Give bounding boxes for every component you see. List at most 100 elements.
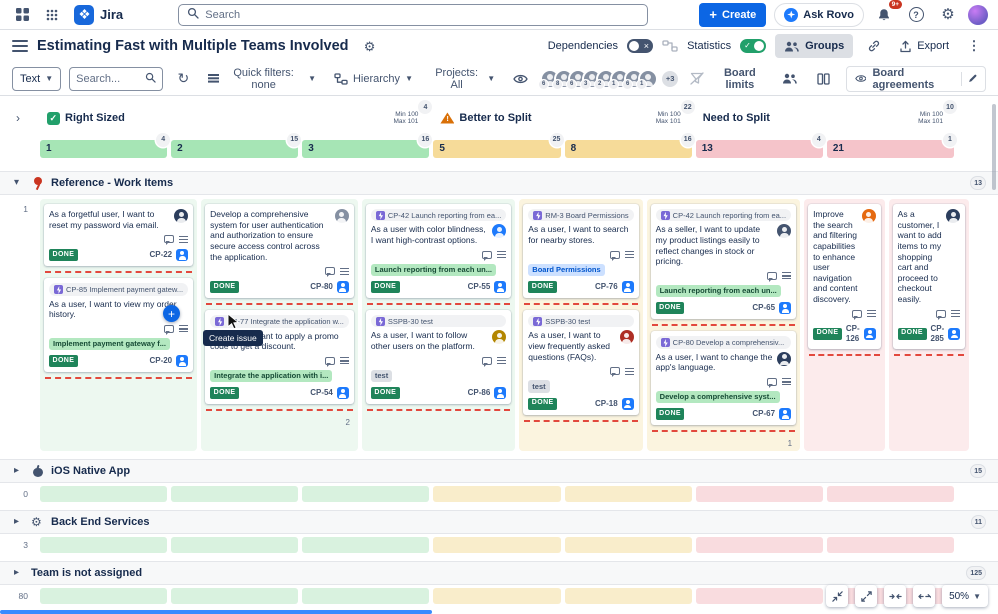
parent-link-chip[interactable]: CP-42 Launch reporting from ea... (370, 209, 507, 222)
issue-card[interactable]: CP-85 Implement payment gatew... As a us… (44, 278, 194, 380)
parent-link-chip[interactable]: CP-77 Integrate the application w... (210, 315, 349, 328)
issue-card[interactable]: CP-42 Launch reporting from ea... As a u… (365, 204, 512, 305)
expand-lanes-icon[interactable] (855, 585, 878, 607)
issue-card[interactable]: Improve the search and filtering capabil… (808, 204, 881, 356)
issue-card[interactable]: Develop a comprehensive system for user … (205, 204, 354, 306)
assignee-avatar[interactable] (619, 330, 634, 345)
assignee-avatar[interactable] (492, 330, 507, 345)
eye-icon[interactable] (508, 67, 532, 91)
board-columns-icon[interactable] (812, 67, 836, 91)
epic-label-chip[interactable]: Board Permissions (528, 263, 605, 276)
app-switcher-icon[interactable] (10, 3, 34, 27)
lane-header[interactable]: Team is not assigned 125 (0, 561, 998, 586)
assignee-avatar[interactable] (174, 209, 189, 223)
issue-key[interactable]: CP-54 (310, 388, 333, 398)
lane-chevron-icon[interactable] (14, 178, 24, 188)
board-settings-icon[interactable]: ⚙ (358, 34, 382, 58)
issue-key[interactable]: CP-55 (467, 282, 491, 291)
issue-card[interactable]: CP-42 Launch reporting from ea... As a s… (650, 204, 797, 327)
issue-card[interactable]: RM-3 Board Permissions As a user, I want… (523, 204, 639, 305)
global-search[interactable] (178, 3, 649, 26)
jira-logo[interactable]: Jira (70, 4, 127, 25)
assignee-avatar[interactable] (777, 224, 792, 239)
parent-link-chip[interactable]: SSPB-30 test (370, 315, 507, 328)
issue-card[interactable]: SSPB-30 test As a user, I want to view f… (523, 310, 639, 422)
quick-filters-button[interactable]: Quick filters: none ▼ (203, 67, 321, 91)
apps-grid-icon[interactable] (40, 3, 64, 27)
help-button[interactable]: ? (904, 3, 928, 27)
collapse-columns-icon[interactable] (884, 585, 907, 607)
teams-icon[interactable] (778, 67, 802, 91)
lane-header[interactable]: Reference - Work Items 13 (0, 171, 998, 195)
lane-header[interactable]: Back End Services 11 (0, 510, 998, 535)
issue-key[interactable]: CP-22 (149, 250, 173, 260)
horizontal-scrollbar[interactable] (0, 610, 432, 614)
epic-label-chip[interactable]: Launch reporting from each un... (655, 284, 781, 298)
statistics-toggle[interactable] (740, 39, 767, 53)
text-filter-select[interactable]: Text ▼ (12, 66, 62, 91)
estimate-column-header[interactable]: 8 16 (564, 133, 695, 158)
assignee-avatar[interactable] (946, 209, 961, 223)
estimate-column-header[interactable]: 1 4 (40, 133, 171, 158)
projects-button[interactable]: Projects: All ▼ (426, 67, 500, 91)
issue-card[interactable]: As a customer, I want to add items to my… (892, 204, 966, 356)
groups-button[interactable]: Groups (775, 34, 854, 58)
ask-rovo-button[interactable]: Ask Rovo (774, 2, 864, 27)
settings-gear-icon[interactable]: ⚙ (936, 3, 960, 27)
collapse-all-icon[interactable]: › (16, 111, 20, 125)
issue-key[interactable]: CP-76 (594, 282, 618, 291)
parent-link-chip[interactable]: RM-3 Board Permissions (528, 209, 634, 222)
assignee-avatar[interactable] (777, 351, 792, 366)
issue-key[interactable]: CP-80 (310, 282, 333, 292)
lane-header[interactable]: iOS Native App 15 (0, 459, 998, 484)
parent-link-chip[interactable]: CP-80 Develop a comprehensiv... (655, 336, 792, 349)
epic-label-chip[interactable]: Integrate the application with i... (210, 369, 333, 383)
estimate-column-header[interactable]: 13 4 (695, 133, 826, 158)
issue-key[interactable]: CP-126 (845, 323, 860, 343)
notifications-button[interactable]: 9+ (872, 0, 902, 27)
epic-label-chip[interactable]: test (528, 380, 550, 393)
expand-columns-icon[interactable] (913, 585, 936, 607)
avatars-overflow-badge[interactable]: +3 (660, 68, 681, 89)
column-group-header[interactable]: Need to Split Min 100 Max 101 10 (696, 100, 957, 130)
board-search-input[interactable] (76, 72, 146, 85)
epic-label-chip[interactable]: Develop a comprehensive syst... (655, 390, 780, 404)
global-search-input[interactable] (205, 8, 640, 21)
hierarchy-button[interactable]: Hierarchy ▼ (329, 67, 418, 91)
edit-pencil-icon[interactable] (968, 73, 977, 84)
lane-chevron-icon[interactable] (14, 466, 24, 476)
create-issue-button[interactable]: + (163, 305, 180, 322)
issue-key[interactable]: CP-86 (467, 388, 491, 397)
epic-label-chip[interactable]: Implement payment gateway f... (49, 337, 170, 351)
filter-avatar[interactable]: 1 (636, 68, 659, 90)
more-menu-icon[interactable]: ⋮ (962, 34, 986, 58)
issue-card[interactable]: CP-80 Develop a comprehensiv... As a use… (650, 331, 797, 433)
refresh-icon[interactable]: ↻ (171, 67, 195, 91)
column-group-header[interactable]: Better to Split Min 100 Max 101 22 (433, 100, 695, 130)
issue-key[interactable]: CP-67 (752, 409, 776, 419)
user-avatar[interactable] (968, 4, 988, 25)
lane-chevron-icon[interactable] (14, 517, 24, 527)
column-group-header[interactable]: Right Sized Min 100 Max 101 4 (40, 100, 433, 130)
assignee-avatar[interactable] (861, 209, 876, 223)
issue-key[interactable]: CP-285 (930, 323, 945, 343)
assignee-avatar[interactable] (492, 224, 507, 239)
board-agreements-button[interactable]: Board agreements (845, 65, 986, 92)
collapse-lanes-icon[interactable] (826, 585, 849, 607)
vertical-scrollbar[interactable] (992, 104, 996, 190)
issue-key[interactable]: CP-65 (752, 303, 776, 313)
issue-card[interactable]: As a forgetful user, I want to reset my … (44, 204, 194, 274)
issue-card[interactable]: SSPB-30 test As a user, I want to follow… (365, 310, 512, 411)
estimate-column-header[interactable]: 3 16 (302, 133, 433, 158)
estimate-column-header[interactable]: 21 1 (826, 133, 957, 158)
issue-key[interactable]: CP-20 (149, 356, 173, 366)
board-limits-button[interactable]: Board limits (712, 67, 767, 91)
sidebar-toggle-icon[interactable] (12, 40, 28, 52)
link-icon[interactable] (862, 34, 886, 58)
estimate-column-header[interactable]: 5 25 (433, 133, 564, 158)
lane-chevron-icon[interactable] (14, 568, 24, 578)
epic-label-chip[interactable]: Launch reporting from each un... (370, 263, 496, 276)
zoom-level-select[interactable]: 50% ▼ (942, 585, 988, 607)
parent-link-chip[interactable]: SSPB-30 test (528, 315, 634, 328)
estimate-column-header[interactable]: 2 15 (171, 133, 302, 158)
